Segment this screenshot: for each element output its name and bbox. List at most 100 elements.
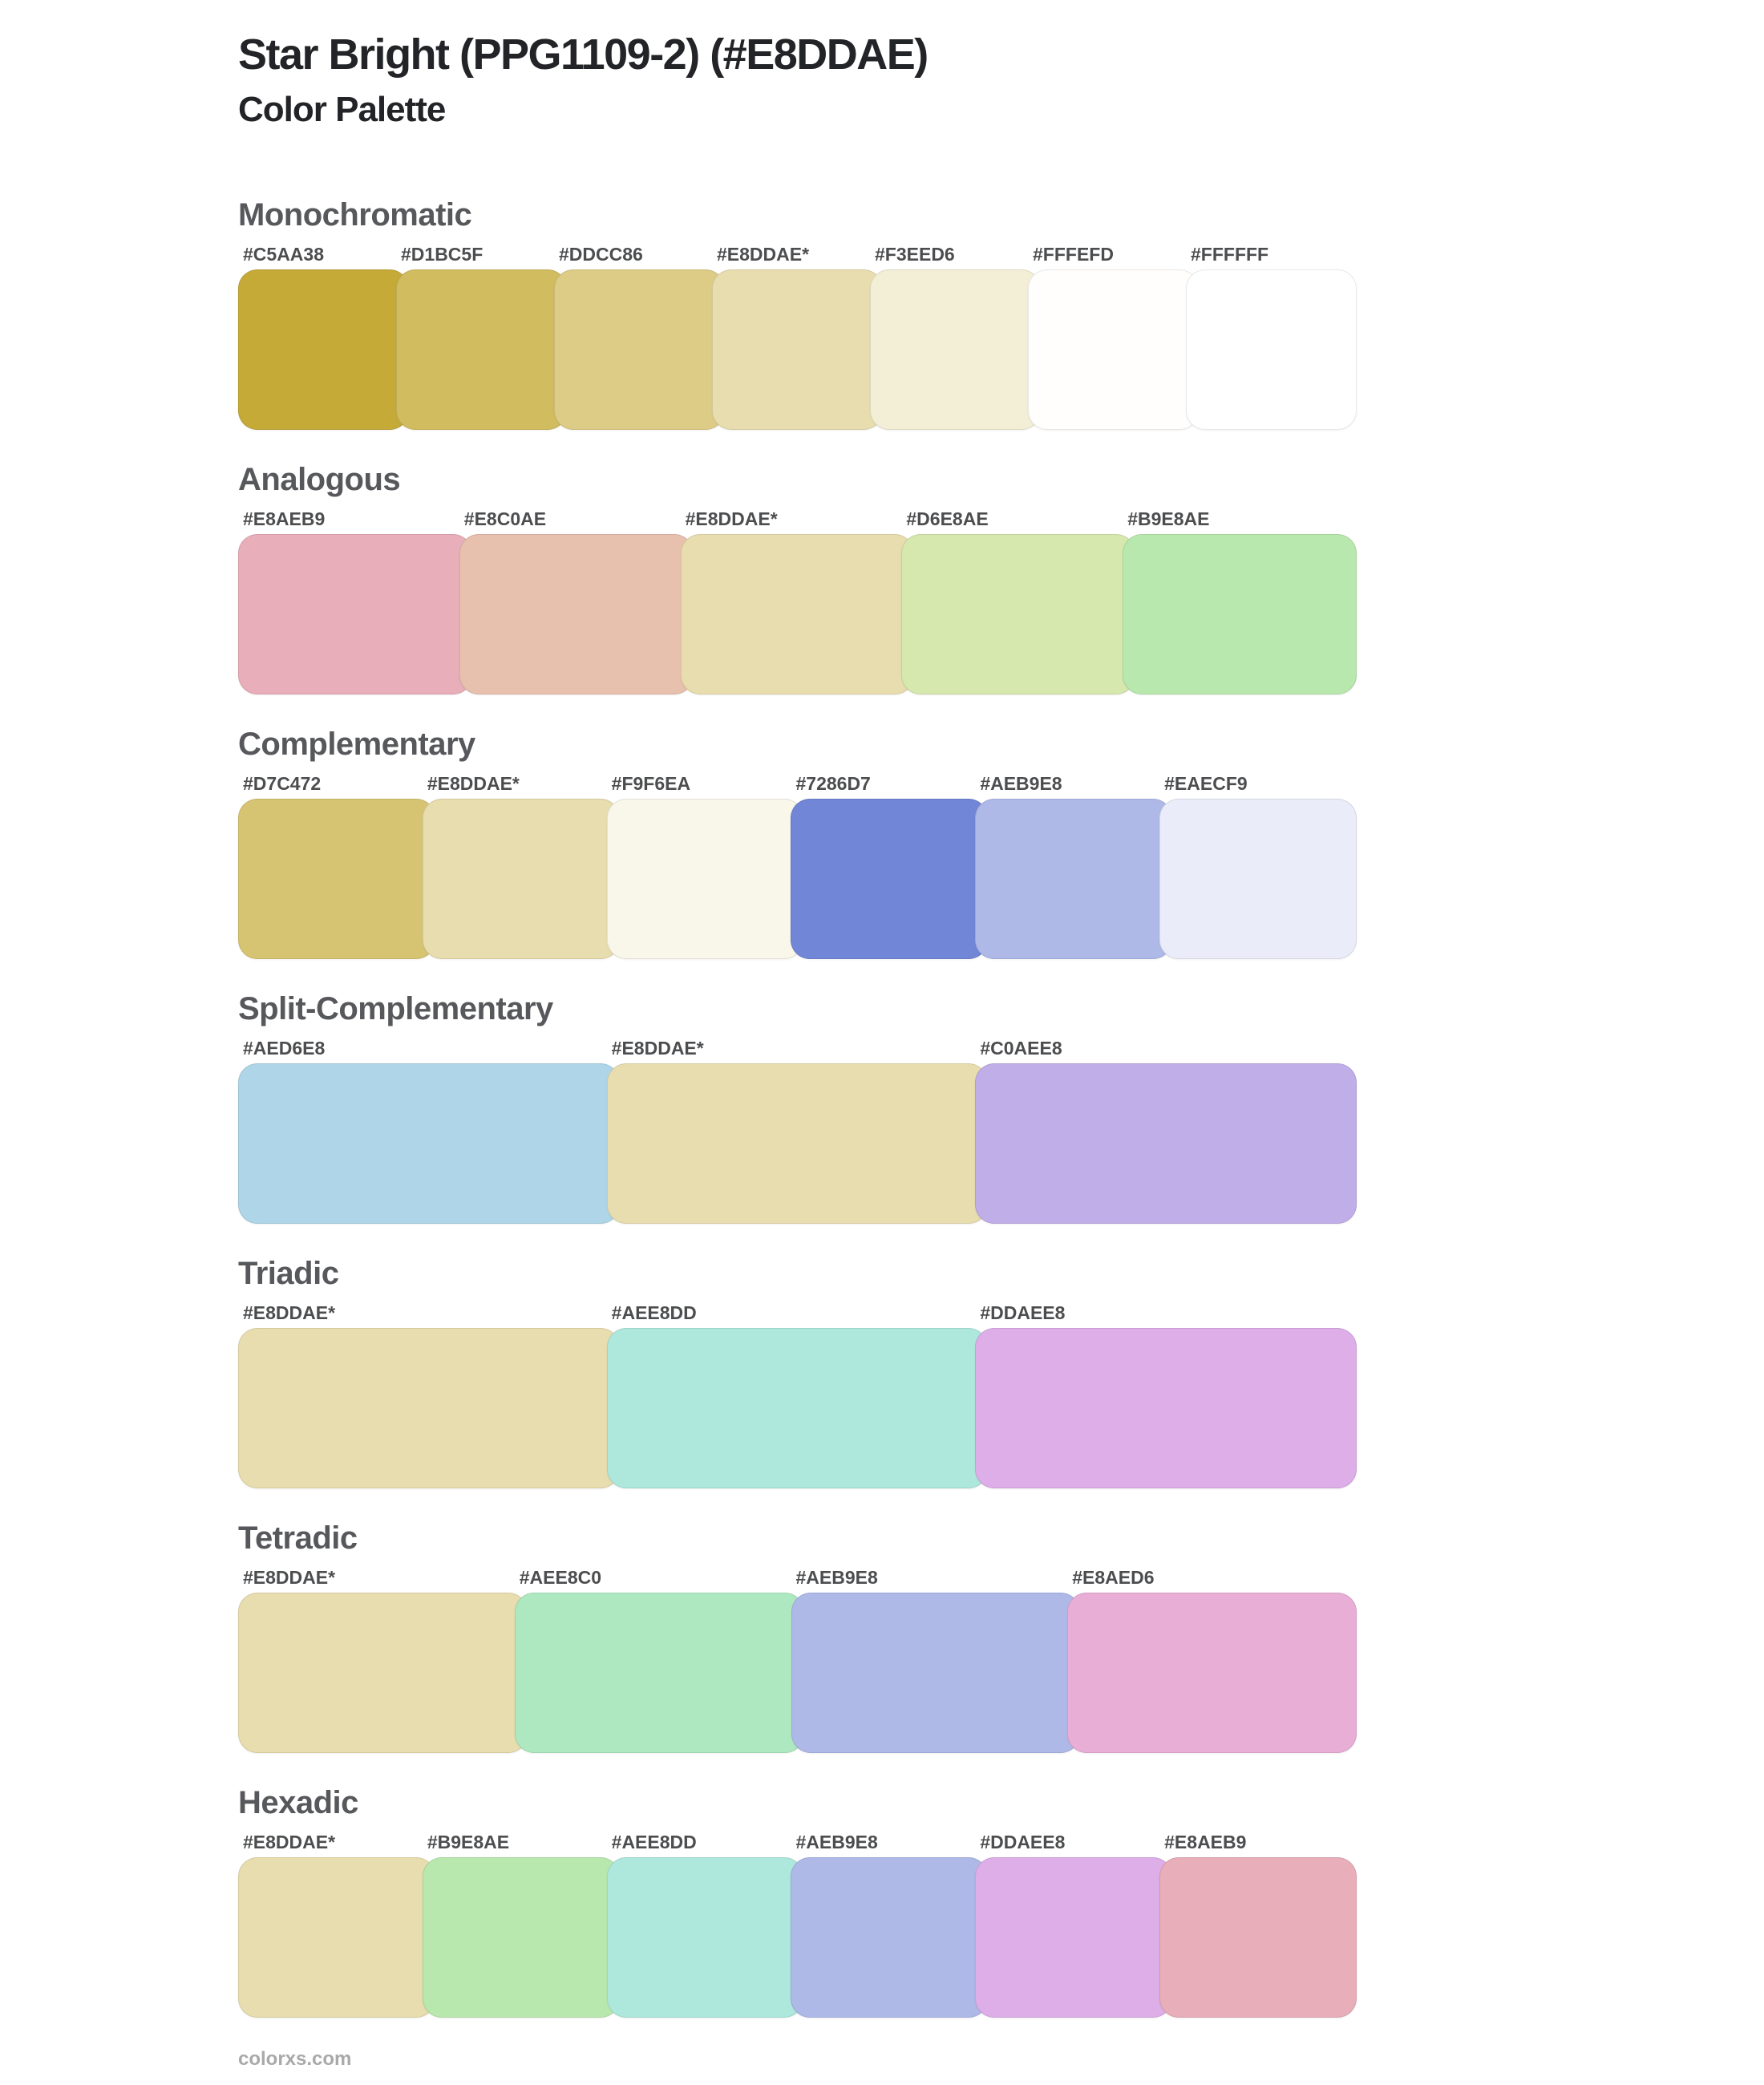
swatch-column: #C5AA38	[238, 245, 409, 430]
swatch-hex-label: #C0AEE8	[980, 1037, 1062, 1059]
swatch-column: #AEB9E8	[791, 1566, 1081, 1753]
swatch-hex-label: #DDCC86	[559, 243, 643, 265]
swatch-hex-label: #E8C0AE	[463, 508, 547, 529]
color-swatch[interactable]	[238, 533, 472, 694]
swatch-column: #E8DDAE*	[680, 509, 915, 694]
color-swatch[interactable]	[238, 1063, 620, 1224]
color-swatch[interactable]	[1028, 269, 1199, 430]
page-footer: colorxs.com	[238, 2048, 1764, 2071]
swatch-hex-label: #E8AED6	[1072, 1566, 1155, 1588]
swatch-hex-label: #AEE8DD	[611, 1302, 697, 1323]
footer-site-link[interactable]: colorxs.com	[238, 2047, 352, 2070]
color-swatch[interactable]	[870, 269, 1041, 430]
color-swatch[interactable]	[1186, 269, 1357, 430]
scheme-section: Tetradic #E8DDAE* #AEE8C0 #AEB9E8 #E8AED…	[238, 1519, 1357, 1753]
swatch-column: #DDAEE8	[975, 1832, 1173, 2018]
color-swatch[interactable]	[1067, 1592, 1357, 1753]
color-swatch[interactable]	[396, 269, 567, 430]
swatch-row: #E8AEB9 #E8C0AE #E8DDAE* #D6E8AE #B9E8AE	[238, 508, 1357, 694]
swatch-hex-label: #AEE8DD	[611, 1831, 697, 1852]
color-swatch[interactable]	[514, 1592, 804, 1753]
color-swatch[interactable]	[606, 1327, 989, 1488]
swatch-column: #FFFEFD	[1028, 245, 1199, 430]
scheme-section: Hexadic #E8DDAE* #B9E8AE #AEE8DD #AEB9E8…	[238, 1783, 1357, 2018]
color-swatch[interactable]	[606, 1063, 989, 1224]
color-swatch[interactable]	[1159, 1856, 1357, 2018]
swatch-row: #D7C472 #E8DDAE* #F9F6EA #7286D7 #AEB9E8…	[238, 772, 1357, 959]
color-swatch[interactable]	[238, 798, 435, 959]
swatch-hex-label: #FFFEFD	[1033, 243, 1114, 265]
swatch-column: #FFFFFF	[1186, 245, 1357, 430]
swatch-hex-label: #E8AEB9	[1164, 1831, 1247, 1852]
swatch-hex-label: #D1BC5F	[401, 243, 483, 265]
swatch-hex-label: #E8DDAE*	[243, 1302, 336, 1323]
swatch-hex-label: #E8DDAE*	[243, 1831, 336, 1852]
swatch-column: #D7C472	[238, 774, 435, 959]
swatch-hex-label: #AEB9E8	[980, 772, 1062, 794]
color-swatch[interactable]	[459, 533, 694, 694]
color-swatch[interactable]	[1123, 533, 1357, 694]
swatch-hex-label: #DDAEE8	[980, 1302, 1066, 1323]
swatch-hex-label: #E8DDAE*	[427, 772, 520, 794]
swatch-column: #AEE8C0	[514, 1566, 804, 1753]
scheme-title: Analogous	[238, 461, 401, 497]
swatch-hex-label: #E8AEB9	[243, 508, 326, 529]
swatch-column: #D6E8AE	[901, 509, 1136, 694]
color-swatch[interactable]	[606, 1856, 804, 2018]
swatch-hex-label: #E8DDAE*	[243, 1566, 336, 1588]
scheme-section: Triadic #E8DDAE* #AEE8DD #DDAEE8	[238, 1254, 1357, 1488]
color-swatch[interactable]	[238, 269, 409, 430]
color-swatch[interactable]	[712, 269, 883, 430]
scheme-section: Split-Complementary #AED6E8 #E8DDAE* #C0…	[238, 990, 1357, 1224]
color-swatch[interactable]	[554, 269, 725, 430]
swatch-column: #E8C0AE	[459, 508, 694, 694]
color-swatch[interactable]	[791, 1592, 1081, 1753]
swatch-hex-label: #AEE8C0	[519, 1566, 602, 1588]
scheme-title: Complementary	[238, 726, 475, 762]
color-swatch[interactable]	[975, 1327, 1357, 1488]
color-swatch[interactable]	[975, 1063, 1357, 1224]
swatch-column: #F3EED6	[870, 245, 1041, 430]
swatch-column: #F9F6EA	[606, 774, 804, 959]
swatch-row: #C5AA38 #D1BC5F #DDCC86 #E8DDAE* #F3EED6…	[238, 245, 1357, 430]
color-swatch[interactable]	[238, 1856, 435, 2018]
swatch-hex-label: #EAECF9	[1164, 772, 1248, 794]
color-swatch[interactable]	[901, 533, 1136, 694]
swatch-column: #B9E8AE	[1123, 509, 1357, 694]
color-swatch[interactable]	[606, 798, 804, 959]
color-swatch[interactable]	[1159, 798, 1357, 959]
color-swatch[interactable]	[422, 1856, 620, 2018]
color-swatch[interactable]	[975, 798, 1173, 959]
palette-sections: Monochromatic #C5AA38 #D1BC5F #DDCC86 #E…	[238, 196, 1357, 2018]
scheme-section: Monochromatic #C5AA38 #D1BC5F #DDCC86 #E…	[238, 196, 1357, 430]
page-title: Star Bright (PPG1109-2) (#E8DDAE)	[238, 30, 929, 79]
swatch-hex-label: #E8DDAE*	[611, 1037, 704, 1059]
scheme-title: Tetradic	[238, 1520, 358, 1556]
swatch-column: #E8DDAE*	[422, 772, 620, 959]
swatch-hex-label: #AEB9E8	[795, 1831, 878, 1852]
swatch-column: #E8AEB9	[1159, 1831, 1357, 2018]
swatch-column: #E8AEB9	[238, 508, 472, 694]
swatch-column: #AEB9E8	[975, 772, 1173, 959]
swatch-column: #DDCC86	[554, 245, 725, 430]
swatch-column: #EAECF9	[1159, 772, 1357, 959]
swatch-column: #AED6E8	[238, 1038, 620, 1224]
page-subtitle: Color Palette	[238, 89, 446, 129]
color-swatch[interactable]	[238, 1592, 528, 1753]
swatch-hex-label: #7286D7	[795, 772, 871, 794]
swatch-hex-label: #AEB9E8	[795, 1566, 878, 1588]
swatch-row: #E8DDAE* #AEE8DD #DDAEE8	[238, 1302, 1357, 1488]
color-swatch[interactable]	[422, 798, 620, 959]
swatch-row: #E8DDAE* #B9E8AE #AEE8DD #AEB9E8 #DDAEE8…	[238, 1831, 1357, 2018]
swatch-row: #E8DDAE* #AEE8C0 #AEB9E8 #E8AED6	[238, 1566, 1357, 1753]
swatch-column: #E8DDAE*	[712, 245, 883, 430]
color-swatch[interactable]	[975, 1856, 1173, 2018]
scheme-section: Analogous #E8AEB9 #E8C0AE #E8DDAE* #D6E8…	[238, 460, 1357, 694]
swatch-hex-label: #FFFFFF	[1191, 243, 1269, 265]
color-swatch[interactable]	[791, 798, 989, 959]
scheme-title: Hexadic	[238, 1784, 358, 1820]
color-swatch[interactable]	[791, 1856, 989, 2018]
color-swatch[interactable]	[238, 1327, 620, 1488]
swatch-column: #B9E8AE	[422, 1832, 620, 2018]
color-swatch[interactable]	[680, 533, 915, 694]
